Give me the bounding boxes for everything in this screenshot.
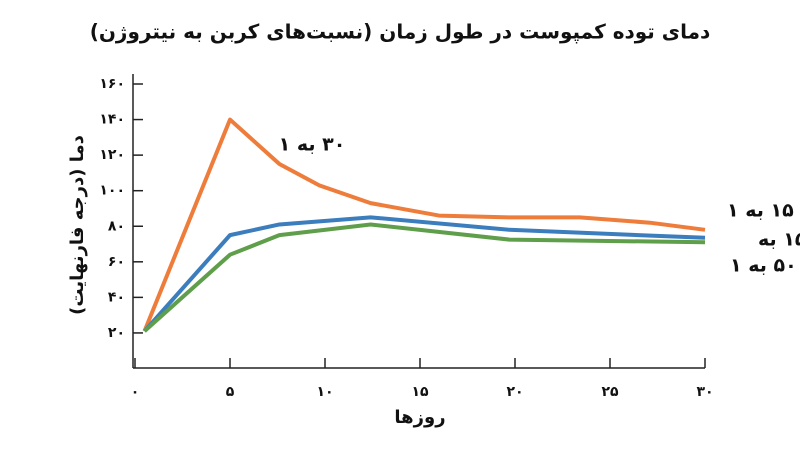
y-tick-label: ۱۴۰ bbox=[99, 112, 125, 128]
annotation: ۱۵ به ۱ bbox=[727, 200, 794, 222]
line-series bbox=[143, 222, 706, 333]
y-tick-label: ۲۰ bbox=[108, 325, 125, 341]
x-tick-label: ۱۰ bbox=[316, 384, 333, 400]
line-series bbox=[142, 117, 706, 332]
x-axis-label: روزها bbox=[394, 407, 445, 428]
x-tick-label: ۰ bbox=[131, 384, 140, 400]
series-label: ۵۰ به ۱ bbox=[730, 255, 797, 277]
x-tick-label: ۱۵ bbox=[411, 384, 429, 400]
series-label: ۳۰ به ۱ bbox=[279, 134, 346, 156]
chart-title: دمای توده کمپوست در طول زمان (نسبت‌های ک… bbox=[90, 20, 711, 45]
y-tick-label: ۱۰۰ bbox=[99, 183, 125, 199]
x-tick-label: ۲۰ bbox=[506, 384, 523, 400]
y-tick-label: ۱۶۰ bbox=[99, 76, 125, 92]
y-axis-label: دما (درجه فارنهایت) bbox=[67, 135, 88, 315]
series-label: ۱۵ به bbox=[758, 229, 800, 251]
x-tick-label: ۲۵ bbox=[601, 384, 619, 400]
y-tick-label: ۶۰ bbox=[108, 254, 125, 270]
y-tick-label: ۸۰ bbox=[108, 218, 125, 234]
x-tick-label: ۵ bbox=[226, 384, 235, 400]
line-series bbox=[143, 215, 706, 333]
y-tick-label: ۱۲۰ bbox=[99, 147, 125, 163]
x-tick-label: ۳۰ bbox=[696, 384, 713, 400]
y-tick-label: ۴۰ bbox=[108, 289, 125, 305]
